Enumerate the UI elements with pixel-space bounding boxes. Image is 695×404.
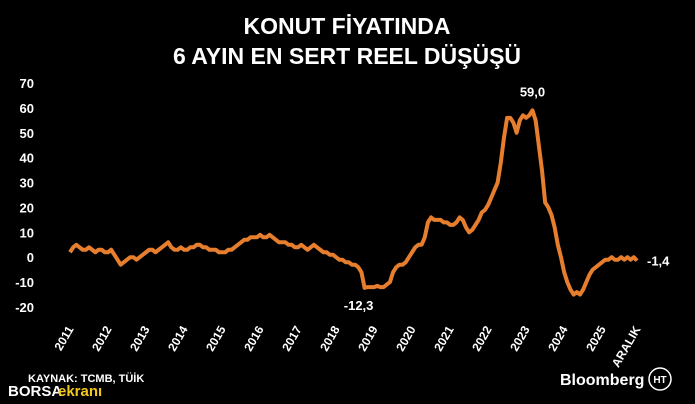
- logo-badge: HT: [653, 375, 666, 386]
- data-label: -12,3: [344, 298, 374, 313]
- y-tick-label: 60: [20, 101, 34, 116]
- y-tick-label: 20: [20, 200, 34, 215]
- chart-title: KONUT FİYATINDA: [244, 13, 451, 39]
- y-tick-label: 50: [20, 126, 34, 141]
- data-label: -1,4: [647, 254, 670, 269]
- source: KAYNAK: TCMB, TÜİK: [28, 372, 144, 385]
- data-label: 59,0: [520, 84, 545, 99]
- watermark-1: BORSA: [8, 383, 62, 400]
- chart-subtitle: 6 AYIN EN SERT REEL DÜŞÜŞÜ: [173, 43, 521, 69]
- logo-badge-ring: [648, 367, 672, 391]
- y-tick-label: 0: [27, 250, 34, 265]
- watermark-2: ekranı: [58, 383, 102, 400]
- line: [68, 108, 639, 297]
- y-tick-label: -20: [15, 300, 34, 315]
- y-tick-label: -10: [15, 275, 34, 290]
- y-tick-label: 10: [20, 225, 34, 240]
- logo: Bloomberg: [560, 372, 644, 389]
- y-tick-label: 40: [20, 151, 34, 166]
- y-tick-label: 30: [20, 176, 34, 191]
- y-tick-label: 70: [20, 76, 34, 91]
